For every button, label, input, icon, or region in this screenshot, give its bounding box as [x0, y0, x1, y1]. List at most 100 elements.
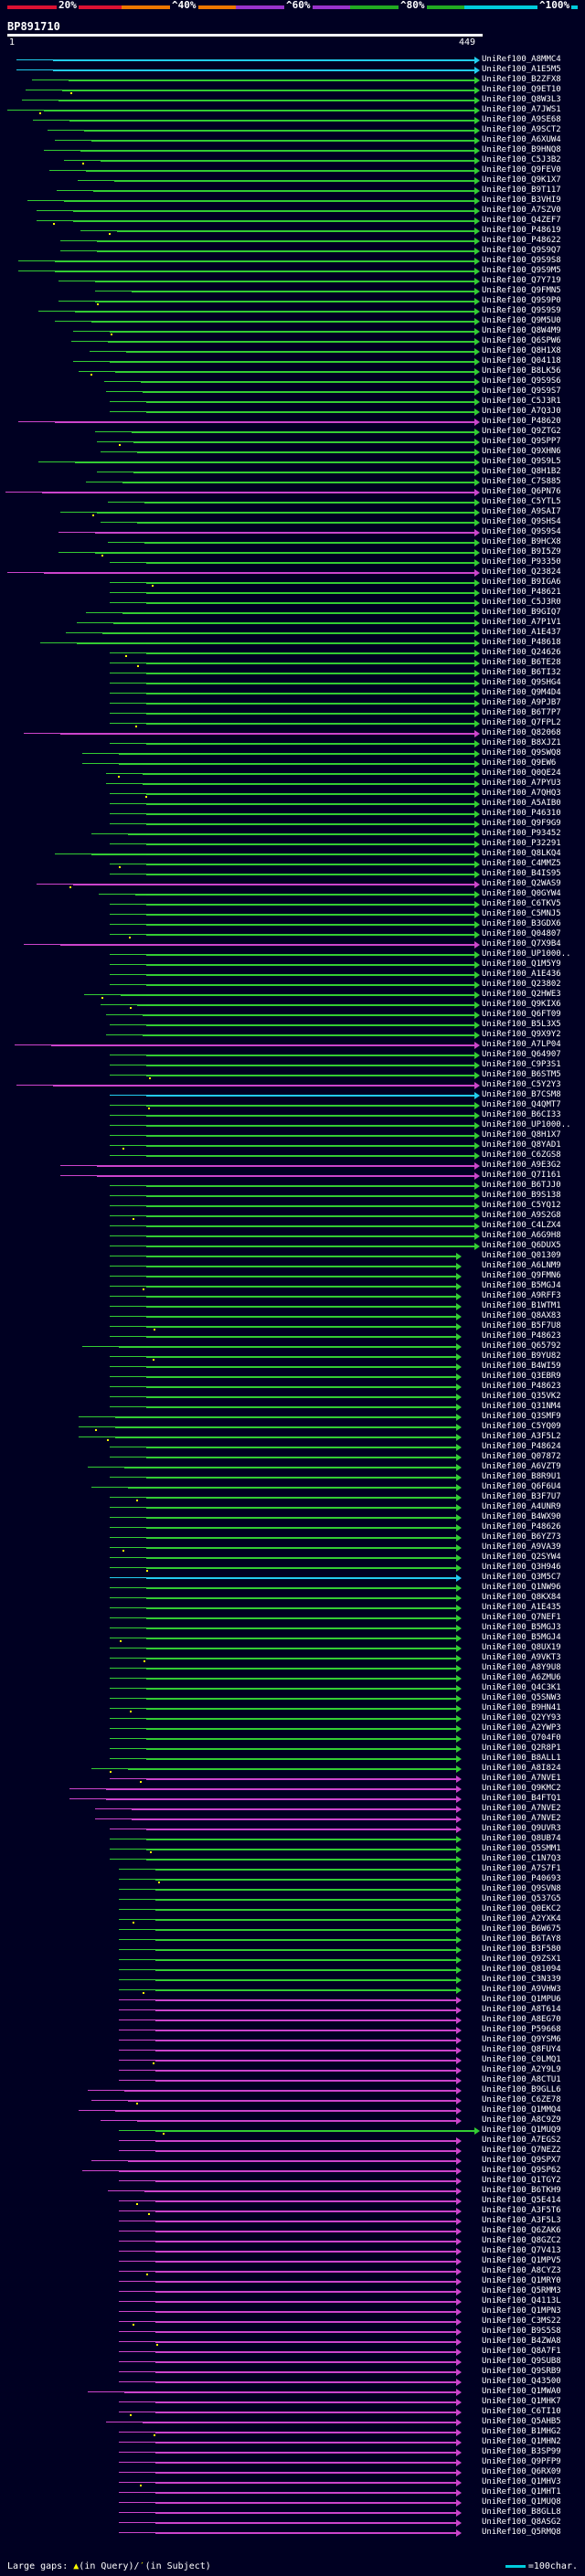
hit-row[interactable]: UniRef100_Q31NM4 — [0, 1402, 585, 1412]
hit-row[interactable]: UniRef100_Q1MWA0 — [0, 2387, 585, 2397]
hit-alignment-bar[interactable] — [146, 1668, 456, 1670]
hit-alignment-bar[interactable] — [119, 763, 474, 765]
hit-row[interactable]: UniRef100_P93452 — [0, 829, 585, 839]
hit-alignment-bar[interactable] — [155, 2221, 456, 2222]
hit-row[interactable]: UniRef100_A9VA39 — [0, 1542, 585, 1553]
hit-row[interactable]: UniRef100_Q82068 — [0, 728, 585, 738]
hit-row[interactable]: UniRef100_Q9SHG4 — [0, 678, 585, 688]
hit-row[interactable]: UniRef100_Q9KIX6 — [0, 1000, 585, 1010]
hit-link[interactable]: UniRef100_B2ZFX8 — [482, 75, 561, 84]
hit-link[interactable]: UniRef100_A8CYZ3 — [482, 2266, 561, 2275]
hit-row[interactable]: UniRef100_Q1MUQ9 — [0, 2125, 585, 2136]
hit-link[interactable]: UniRef100_A9SE68 — [482, 115, 561, 124]
hit-link[interactable]: UniRef100_B5MGJ3 — [482, 1623, 561, 1632]
hit-alignment-bar[interactable] — [146, 1829, 456, 1830]
hit-link[interactable]: UniRef100_B6T7P7 — [482, 708, 561, 717]
hit-row[interactable]: UniRef100_Q8A7F1 — [0, 2347, 585, 2357]
hit-row[interactable]: UniRef100_B6TE28 — [0, 658, 585, 668]
hit-row[interactable]: UniRef100_P32291 — [0, 839, 585, 849]
hit-row[interactable]: UniRef100_B6TKH9 — [0, 2186, 585, 2196]
hit-row[interactable]: UniRef100_Q8GZC2 — [0, 2236, 585, 2246]
hit-row[interactable]: UniRef100_Q5RMM3 — [0, 2286, 585, 2296]
hit-row[interactable]: UniRef100_A7NVE2 — [0, 1814, 585, 1824]
hit-link[interactable]: UniRef100_P48618 — [482, 638, 561, 647]
hit-link[interactable]: UniRef100_A7P1V1 — [482, 618, 561, 627]
hit-row[interactable]: UniRef100_C6TKV5 — [0, 899, 585, 909]
hit-link[interactable]: UniRef100_P48620 — [482, 417, 561, 426]
hit-alignment-bar[interactable] — [62, 90, 474, 91]
hit-link[interactable]: UniRef100_B3GDX6 — [482, 919, 561, 928]
hit-link[interactable]: UniRef100_A9PJB7 — [482, 698, 561, 707]
hit-link[interactable]: UniRef100_A9VA39 — [482, 1542, 561, 1552]
hit-link[interactable]: UniRef100_Q5RMQ8 — [482, 2528, 561, 2537]
hit-alignment-bar[interactable] — [84, 130, 474, 132]
hit-alignment-bar[interactable] — [73, 884, 474, 885]
hit-row[interactable]: UniRef100_A3F5L3 — [0, 2216, 585, 2226]
hit-row[interactable]: UniRef100_Q9FMN5 — [0, 286, 585, 296]
hit-alignment-bar[interactable] — [146, 1738, 456, 1740]
hit-row[interactable]: UniRef100_B5MGJ4 — [0, 1633, 585, 1643]
hit-link[interactable]: UniRef100_B3VHI9 — [482, 196, 561, 205]
hit-link[interactable]: UniRef100_C4MMZ5 — [482, 859, 561, 868]
hit-row[interactable]: UniRef100_Q3H946 — [0, 1563, 585, 1573]
hit-link[interactable]: UniRef100_A9E3G2 — [482, 1161, 561, 1170]
hit-alignment-bar[interactable] — [146, 1326, 456, 1328]
hit-alignment-bar[interactable] — [77, 642, 474, 644]
hit-row[interactable]: UniRef100_Q7FPL2 — [0, 718, 585, 728]
hit-row[interactable]: UniRef100_P48620 — [0, 417, 585, 427]
hit-row[interactable]: UniRef100_C5MNJ5 — [0, 909, 585, 919]
hit-alignment-bar[interactable] — [146, 1477, 456, 1479]
hit-link[interactable]: UniRef100_A1E435 — [482, 1603, 561, 1612]
hit-alignment-bar[interactable] — [146, 1688, 456, 1690]
hit-alignment-bar[interactable] — [55, 260, 474, 262]
hit-alignment-bar[interactable] — [97, 1175, 474, 1177]
hit-row[interactable]: UniRef100_A8CTU1 — [0, 2075, 585, 2085]
hit-alignment-bar[interactable] — [146, 1225, 474, 1227]
hit-link[interactable]: UniRef100_B4FTQ1 — [482, 1794, 561, 1803]
hit-link[interactable]: UniRef100_B5L3X5 — [482, 1020, 561, 1029]
hit-alignment-bar[interactable] — [110, 361, 474, 363]
hit-link[interactable]: UniRef100_Q65792 — [482, 1341, 561, 1351]
hit-link[interactable]: UniRef100_Q6FT09 — [482, 1010, 561, 1019]
hit-link[interactable]: UniRef100_A5AIB0 — [482, 799, 561, 808]
hit-link[interactable]: UniRef100_B9GLL6 — [482, 2085, 561, 2094]
hit-link[interactable]: UniRef100_P59668 — [482, 2025, 561, 2034]
hit-alignment-bar[interactable] — [144, 2190, 456, 2192]
hit-alignment-bar[interactable] — [146, 1024, 474, 1026]
hit-row[interactable]: UniRef100_Q0QE24 — [0, 769, 585, 779]
hit-alignment-bar[interactable] — [128, 2100, 456, 2102]
hit-alignment-bar[interactable] — [146, 401, 474, 403]
hit-row[interactable]: UniRef100_Q4C3K1 — [0, 1683, 585, 1693]
hit-alignment-bar[interactable] — [97, 240, 474, 242]
hit-row[interactable]: UniRef100_B8GLL8 — [0, 2507, 585, 2518]
hit-alignment-bar[interactable] — [146, 914, 474, 916]
hit-alignment-bar[interactable] — [146, 1215, 474, 1217]
hit-link[interactable]: UniRef100_Q9M5U0 — [482, 316, 561, 325]
hit-alignment-bar[interactable] — [60, 733, 474, 735]
hit-row[interactable]: UniRef100_A7SZV0 — [0, 206, 585, 216]
hit-link[interactable]: UniRef100_Q8H1B2 — [482, 467, 561, 476]
hit-row[interactable]: UniRef100_A8T614 — [0, 2005, 585, 2015]
hit-row[interactable]: UniRef100_B9GLL6 — [0, 2085, 585, 2095]
hit-link[interactable]: UniRef100_Q1MHV3 — [482, 2477, 561, 2486]
hit-alignment-bar[interactable] — [155, 2231, 456, 2232]
hit-alignment-bar[interactable] — [146, 1195, 474, 1197]
hit-alignment-bar[interactable] — [146, 1296, 456, 1298]
hit-row[interactable]: UniRef100_A7S7F1 — [0, 1864, 585, 1874]
hit-row[interactable]: UniRef100_UP1000.. — [0, 949, 585, 959]
hit-alignment-bar[interactable] — [146, 1698, 456, 1700]
hit-link[interactable]: UniRef100_Q0QE24 — [482, 769, 561, 778]
hit-link[interactable]: UniRef100_Q9SHG4 — [482, 678, 561, 687]
hit-row[interactable]: UniRef100_C0LMQ1 — [0, 2055, 585, 2065]
hit-link[interactable]: UniRef100_B4ZWA8 — [482, 2337, 561, 2346]
hit-alignment-bar[interactable] — [143, 391, 474, 393]
hit-link[interactable]: UniRef100_Q8GZC2 — [482, 2236, 561, 2245]
hit-link[interactable]: UniRef100_A2YWP3 — [482, 1723, 561, 1733]
hit-alignment-bar[interactable] — [146, 1849, 456, 1850]
hit-link[interactable]: UniRef100_P48624 — [482, 1442, 561, 1451]
hit-link[interactable]: UniRef100_Q2SYW4 — [482, 1553, 561, 1562]
hit-alignment-bar[interactable] — [146, 693, 474, 694]
hit-link[interactable]: UniRef100_Q7FPL2 — [482, 718, 561, 727]
hit-row[interactable]: UniRef100_A4UNR9 — [0, 1502, 585, 1512]
hit-link[interactable]: UniRef100_Q6F6U4 — [482, 1482, 561, 1491]
